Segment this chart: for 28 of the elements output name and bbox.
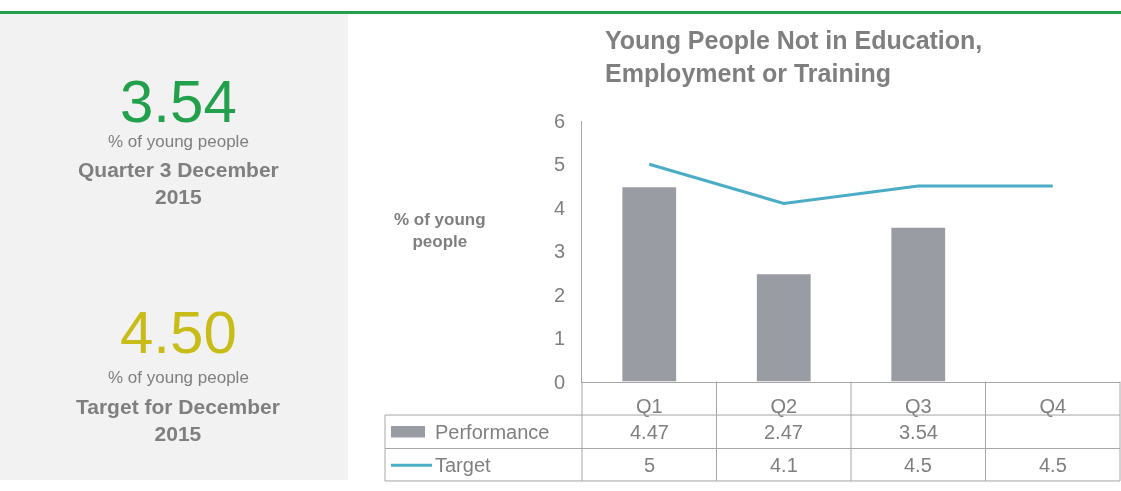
data-label: 3.54 <box>899 421 938 443</box>
text: Quarter 3 December 2015 <box>78 158 279 209</box>
text: % of young people <box>108 368 249 387</box>
text: Target for December 2015 <box>76 395 280 446</box>
data-label: 4.47 <box>630 421 669 443</box>
legend-label: Performance <box>435 421 550 443</box>
y-tick-label: 3 <box>553 240 565 263</box>
data-label: 2.47 <box>764 421 803 443</box>
legend-label: Target <box>435 454 492 476</box>
y-tick-label: 1 <box>553 327 565 350</box>
data-label: 4.5 <box>1039 454 1067 476</box>
text: % of young people <box>108 132 249 151</box>
x-tick-label: Q2 <box>770 394 798 417</box>
y-tick-label: 6 <box>553 109 565 132</box>
chart-title: Young People Not in Education, Employment or Training <box>605 26 983 87</box>
y-tick-label: 5 <box>553 153 565 176</box>
y-tick-label: 0 <box>553 370 565 393</box>
y-tick-label: 2 <box>553 283 565 306</box>
data-label: 5 <box>644 454 656 476</box>
y-tick-label: 4 <box>553 196 565 219</box>
data-label: 4.1 <box>770 454 798 476</box>
x-tick-label: Q4 <box>1039 394 1067 417</box>
y-axis-title: % of young people <box>394 210 486 252</box>
text: 3.54 <box>120 68 237 135</box>
x-tick-label: Q3 <box>904 394 932 417</box>
x-tick-label: Q1 <box>635 394 663 417</box>
text: 4.50 <box>120 299 237 366</box>
data-label: 4.5 <box>904 454 932 476</box>
